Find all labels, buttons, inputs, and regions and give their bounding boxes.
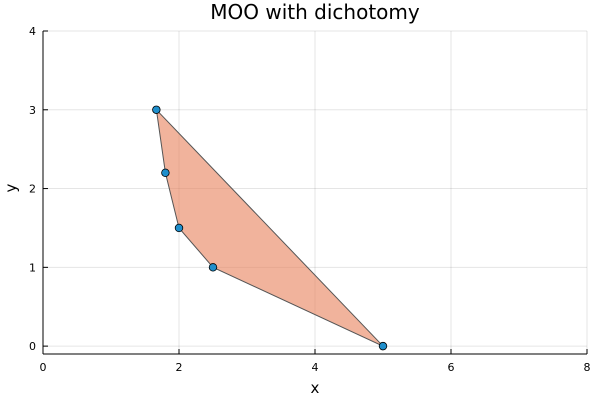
x-tick-label: 2 [176,361,183,374]
y-tick-label: 3 [29,104,36,117]
y-tick-label: 4 [29,25,36,38]
grid [42,30,588,354]
x-tick-label: 8 [584,361,591,374]
x-tick-label: 0 [40,361,47,374]
y-tick-label: 1 [29,261,36,274]
chart-title: MOO with dichotomy [210,0,420,24]
data-point [378,341,388,351]
data-point [161,168,170,178]
data-point [174,223,184,233]
feasible-region [155,108,384,347]
x-tick-label: 4 [312,361,319,374]
x-tick-label: 6 [448,361,455,374]
y-tick-label: 0 [29,340,36,353]
y-axis-label: y [2,183,20,192]
data-points [152,105,388,351]
tick-labels: 0 2 4 6 8 0 1 2 3 4 [29,25,591,374]
data-point [208,263,218,272]
data-point [152,105,161,114]
x-axis-label: x [311,379,320,397]
y-tick-label: 2 [29,183,36,196]
